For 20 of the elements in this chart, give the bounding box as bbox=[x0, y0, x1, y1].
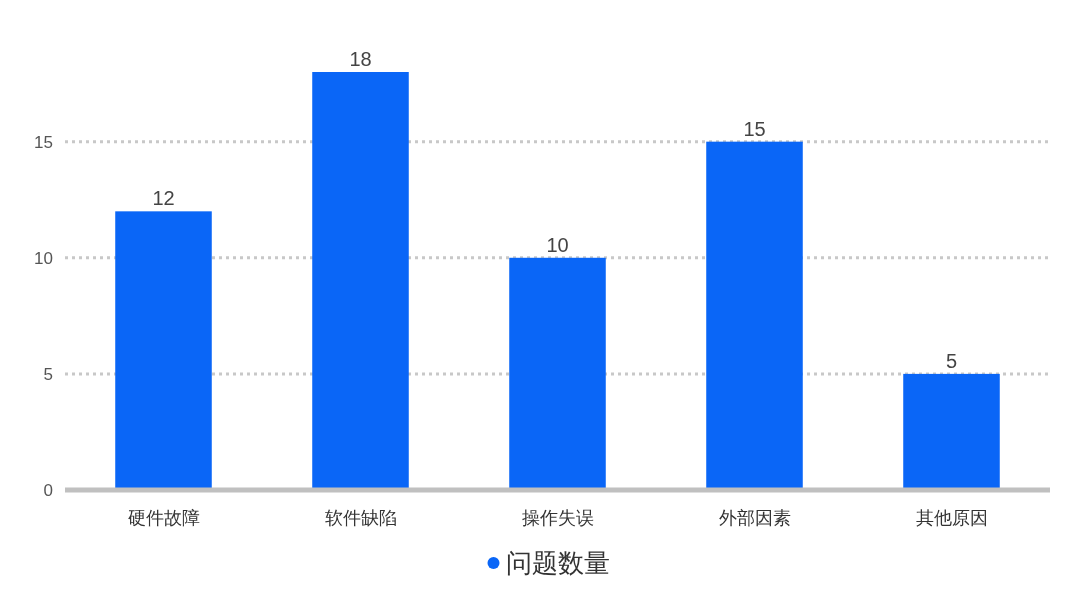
x-tick-label: 硬件故障 bbox=[127, 508, 200, 528]
y-tick-label: 0 bbox=[43, 481, 53, 500]
data-label: 12 bbox=[152, 187, 175, 210]
y-tick-label: 15 bbox=[34, 132, 53, 152]
x-tick-label: 其他原因 bbox=[915, 508, 988, 528]
bar bbox=[706, 141, 803, 490]
bar bbox=[509, 257, 606, 490]
legend-label: 问题数量 bbox=[505, 548, 610, 578]
x-tick-label: 外部因素 bbox=[718, 508, 791, 528]
bar bbox=[115, 211, 212, 490]
data-label: 5 bbox=[945, 349, 958, 372]
bar bbox=[903, 373, 1000, 490]
data-label: 10 bbox=[546, 233, 569, 256]
y-tick-label: 5 bbox=[43, 364, 53, 384]
y-tick-label: 10 bbox=[34, 248, 53, 268]
x-tick-label: 软件缺陷 bbox=[324, 508, 397, 528]
x-tick-label: 操作失误 bbox=[521, 508, 594, 528]
data-label: 18 bbox=[349, 48, 372, 70]
data-label: 15 bbox=[743, 117, 766, 140]
bar bbox=[312, 72, 409, 490]
